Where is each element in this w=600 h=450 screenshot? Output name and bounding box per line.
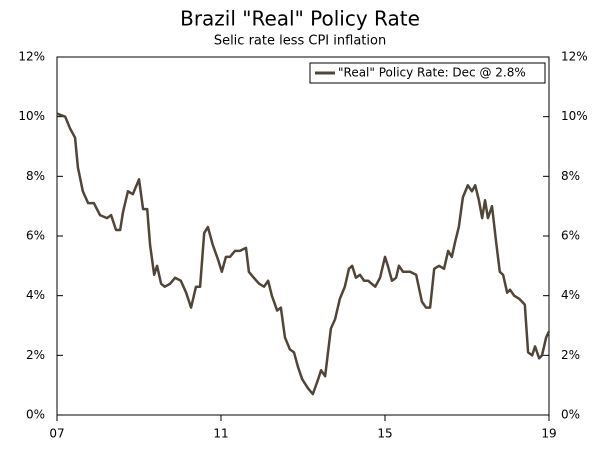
y2-tick-label: 8% xyxy=(561,169,580,183)
y2-tick-label: 2% xyxy=(561,348,580,362)
y-tick-label: 6% xyxy=(26,229,45,243)
chart-subtitle: Selic rate less CPI inflation xyxy=(214,34,386,49)
x-tick-label: 07 xyxy=(49,427,64,441)
chart-title: Brazil "Real" Policy Rate xyxy=(180,7,420,31)
y-tick-label: 4% xyxy=(26,288,45,302)
y-tick-label: 8% xyxy=(26,169,45,183)
y2-tick-label: 4% xyxy=(561,288,580,302)
x-tick-label: 19 xyxy=(541,427,556,441)
x-tick-label: 15 xyxy=(377,427,392,441)
data-line xyxy=(56,112,551,396)
x-tick-label: 11 xyxy=(213,427,228,441)
y2-tick-label: 0% xyxy=(561,408,580,422)
y-tick-label: 0% xyxy=(26,408,45,422)
y-tick-label: 12% xyxy=(18,50,45,64)
y2-tick-label: 12% xyxy=(561,50,588,64)
legend-label: "Real" Policy Rate: Dec @ 2.8% xyxy=(338,66,526,80)
y-tick-label: 10% xyxy=(18,109,45,123)
y2-tick-label: 10% xyxy=(561,109,588,123)
y-tick-label: 2% xyxy=(26,348,45,362)
plot-frame xyxy=(56,56,550,416)
legend-box xyxy=(309,62,546,84)
y2-tick-label: 6% xyxy=(561,229,580,243)
